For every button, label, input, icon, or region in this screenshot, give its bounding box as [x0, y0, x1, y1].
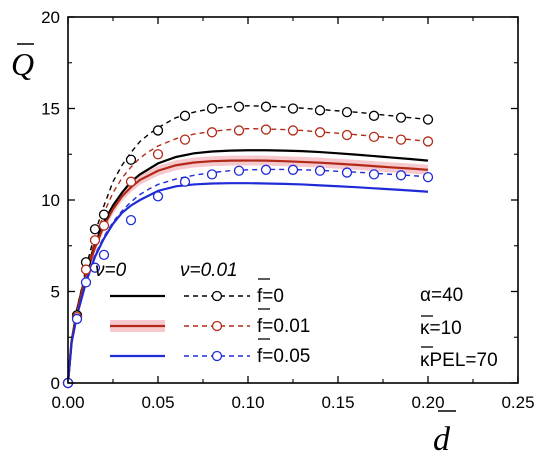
x-tick-label: 0.20 — [411, 393, 444, 412]
data-point — [98, 249, 110, 261]
legend: ν=0 ν=0.01 f=0 f=0.01 f=0.05 — [95, 260, 310, 367]
param-kappa: κ=10 — [420, 318, 462, 339]
data-point — [179, 176, 191, 187]
x-tick-label: 0.00 — [51, 393, 84, 412]
data-point — [341, 167, 353, 178]
x-tick-label: 0.25 — [501, 393, 534, 412]
data-point — [287, 164, 299, 175]
data-point — [422, 114, 434, 125]
x-axis-label-text: d — [433, 421, 451, 458]
data-point — [89, 224, 101, 235]
data-point — [260, 101, 272, 112]
data-point — [314, 105, 326, 116]
data-point — [80, 264, 92, 275]
data-point — [260, 164, 272, 175]
param-alpha: α=40 — [420, 285, 463, 306]
data-point — [287, 125, 299, 136]
data-point — [152, 125, 164, 136]
y-tick-label: 15 — [41, 100, 60, 119]
param-kappa-pel: κPEL=70 — [420, 350, 498, 371]
series-line-layer — [66, 105, 429, 384]
series-line-4 — [67, 105, 429, 384]
x-tick-label: 0.05 — [141, 393, 174, 412]
data-point — [125, 214, 137, 226]
data-point — [314, 127, 326, 138]
data-point — [233, 165, 245, 176]
legend-row-f005: f=0.05 — [257, 346, 310, 367]
data-point — [422, 171, 434, 183]
legend-row-f001: f=0.01 — [257, 316, 310, 337]
tick-layer: 0.00 0.05 0.10 0.15 0.20 0.25 0 5 10 15 20 — [41, 8, 534, 412]
data-point — [395, 134, 407, 145]
data-point — [152, 149, 164, 160]
y-tick-label: 0 — [51, 374, 60, 393]
data-point — [206, 127, 218, 138]
data-point — [71, 313, 83, 325]
data-point — [206, 103, 218, 114]
data-point — [314, 165, 326, 176]
data-point — [260, 124, 272, 135]
legend-col-header-nu001: ν=0.01 — [180, 260, 238, 281]
data-point — [287, 103, 299, 114]
legend-marker-black — [211, 290, 223, 302]
data-point — [368, 110, 380, 121]
y-axis-label: Q — [11, 43, 34, 82]
y-tick-label: 10 — [41, 191, 60, 210]
y-tick-label: 20 — [41, 8, 60, 27]
series-line-3 — [66, 182, 429, 384]
data-point — [125, 176, 137, 187]
data-point — [233, 125, 245, 136]
x-axis-label: d — [433, 410, 456, 458]
data-point — [395, 112, 407, 123]
legend-row-f0: f=0 — [257, 286, 284, 307]
legend-marker-blue — [211, 350, 223, 362]
data-point — [89, 235, 101, 246]
series-marker-layer — [62, 101, 434, 389]
data-point — [179, 110, 191, 121]
legend-marker-red — [211, 320, 223, 332]
data-point — [152, 191, 164, 202]
data-point — [341, 107, 353, 118]
data-point — [89, 262, 101, 273]
data-point — [206, 169, 218, 180]
y-axis-label-text: Q — [11, 46, 34, 82]
data-point — [98, 220, 110, 231]
data-point — [233, 101, 245, 112]
legend-col-header-nu0: ν=0 — [95, 260, 127, 281]
data-point — [179, 134, 191, 145]
data-point — [368, 169, 380, 180]
parameter-box: α=40 κ=10 κPEL=70 — [420, 285, 498, 371]
x-tick-label: 0.15 — [321, 393, 354, 412]
series-line-6 — [67, 168, 429, 384]
data-point — [80, 277, 92, 288]
data-point — [395, 170, 407, 181]
data-point — [368, 131, 380, 143]
x-tick-label: 0.10 — [231, 393, 264, 412]
y-tick-label: 5 — [51, 283, 60, 302]
data-point — [341, 129, 353, 141]
data-point — [422, 136, 434, 147]
data-point — [98, 209, 110, 220]
data-point — [125, 154, 137, 165]
